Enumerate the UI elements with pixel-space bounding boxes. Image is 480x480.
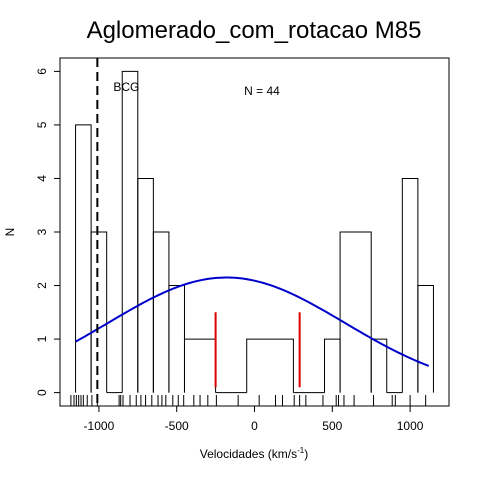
histogram-bar xyxy=(183,338,217,393)
y-tick-label: 3 xyxy=(35,228,49,235)
histogram-bar xyxy=(339,231,372,393)
y-tick-label: 1 xyxy=(35,335,49,342)
histogram-bar xyxy=(324,338,341,393)
histogram-bars xyxy=(75,70,434,394)
y-tick-label: 2 xyxy=(35,282,49,289)
x-tick-label: 1000 xyxy=(397,419,424,433)
histogram-bar xyxy=(121,70,139,393)
y-tick-label: 4 xyxy=(35,175,49,182)
rug-ticks xyxy=(70,395,427,406)
y-tick-label: 5 xyxy=(35,121,49,128)
x-tick-label: 0 xyxy=(251,419,258,433)
x-axis: -1000 -500 0 500 1000 xyxy=(84,406,424,433)
histogram-bar xyxy=(168,285,185,393)
x-tick-label: 500 xyxy=(322,419,342,433)
histogram-bar xyxy=(137,177,154,393)
y-axis-label: N xyxy=(3,228,17,237)
gaussian-curve xyxy=(75,276,430,367)
y-tick-label: 6 xyxy=(35,68,49,75)
chart-title: Aglomerado_com_rotacao M85 xyxy=(87,17,422,44)
y-tick-label: 0 xyxy=(35,389,49,396)
x-tick-label: -1000 xyxy=(84,419,115,433)
histogram-bar xyxy=(90,231,108,393)
histogram-bar xyxy=(246,338,294,393)
histogram-bar xyxy=(417,285,434,393)
bcg-label: BCG xyxy=(113,80,139,94)
n-label: N = 44 xyxy=(244,84,280,98)
y-axis: 0 1 2 3 4 5 6 xyxy=(35,68,60,396)
histogram-bar xyxy=(75,124,92,393)
histogram-bar xyxy=(370,338,388,393)
x-tick-label: -500 xyxy=(165,419,189,433)
red-markers xyxy=(214,312,301,388)
plot-frame xyxy=(59,57,450,407)
histogram-bar xyxy=(152,231,170,393)
x-axis-label: Velocidades (km/s-1) xyxy=(200,446,309,461)
